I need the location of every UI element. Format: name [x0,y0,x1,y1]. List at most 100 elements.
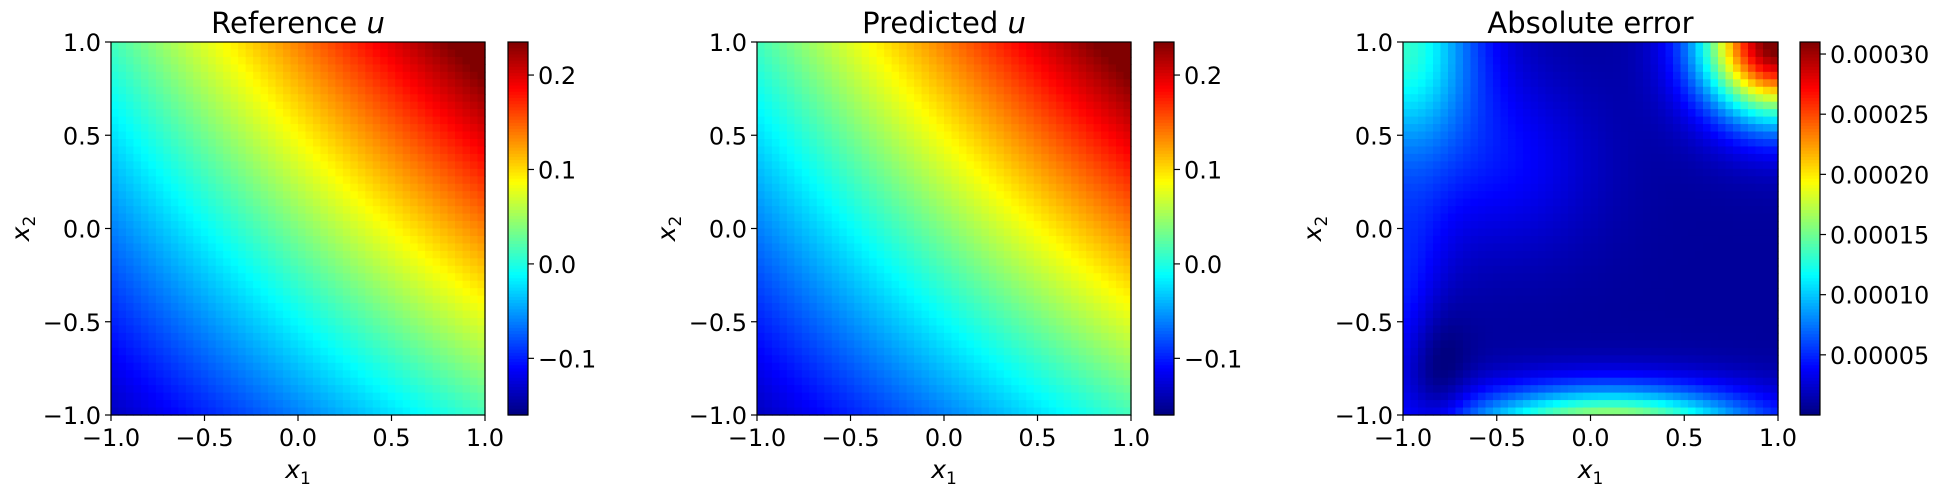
heatmap-cell [163,153,172,162]
heatmap-cell [988,146,997,155]
heatmap-cell [1071,101,1080,110]
heatmap-cell [178,198,187,207]
heatmap-cell [839,265,848,274]
heatmap-cell [148,42,157,51]
colorbar-frame [507,41,529,416]
heatmap-cell [432,138,441,148]
heatmap-cell [260,325,269,334]
heatmap-cell [125,146,135,155]
heatmap-cell [283,49,292,58]
heatmap-cell [432,310,441,319]
heatmap-cell [973,392,982,401]
heatmap-cell [1078,191,1087,200]
heatmap-cell [387,392,396,401]
heatmap-cell [440,318,449,327]
heatmap-cell [786,377,795,386]
heatmap-cell [981,400,990,409]
heatmap-cell [357,332,366,341]
heatmap-cell [801,310,810,319]
heatmap-cell [148,79,157,88]
heatmap-cell [163,310,172,319]
heatmap-cell [1041,273,1050,282]
heatmap-cell [809,42,818,51]
heatmap-cell [118,79,127,88]
heatmap-cell [447,288,456,297]
heatmap-cell [958,42,968,51]
heatmap-cell [477,288,486,297]
heatmap-cell [869,392,878,401]
heatmap-cell [876,273,885,282]
heatmap-cell [380,124,389,133]
heatmap-cell [876,116,885,125]
heatmap-cell [148,124,157,133]
heatmap-cell [884,138,893,148]
heatmap-cell [477,280,486,289]
heatmap-cell [1033,168,1042,177]
heatmap-cell [929,295,938,304]
heatmap-cell [283,116,292,125]
heatmap-cell [846,400,855,409]
heatmap-cell [981,280,990,289]
heatmap-cell [223,206,232,215]
heatmap-cell [988,124,997,133]
heatmap-cell [1041,243,1050,252]
heatmap-cell [350,146,359,155]
heatmap-cell [1056,362,1065,371]
heatmap-cell [140,273,149,282]
heatmap-cell [140,310,149,319]
heatmap-cell [178,138,187,148]
heatmap-cell [455,42,464,51]
heatmap-cell [342,153,351,162]
heatmap-cell [298,198,307,207]
heatmap-cell [125,377,135,386]
heatmap-cell [846,191,855,200]
heatmap-cell [876,168,885,177]
heatmap-cell [973,318,982,327]
heatmap-cell [1078,198,1087,207]
heatmap-cell [335,101,344,110]
heatmap-cell [899,146,908,155]
colorbar-segment [508,268,528,273]
heatmap-cell [846,325,855,334]
heatmap-cell [342,243,351,252]
heatmap-cell [447,42,456,51]
heatmap-cell [801,71,810,80]
heatmap-cell [395,131,404,140]
heatmap-cell [372,347,381,356]
heatmap-cell [342,332,351,341]
heatmap-cell [305,168,314,177]
heatmap-cell [929,310,938,319]
heatmap-cell [148,213,157,222]
heatmap-cell [133,221,142,230]
heatmap-1 [111,42,486,416]
heatmap-cell [372,101,381,110]
heatmap-cell [387,94,396,103]
heatmap-cell [869,176,878,185]
heatmap-cell [988,198,997,207]
heatmap-cell [816,295,825,304]
heatmap-cell [899,355,908,364]
heatmap-cell [417,280,426,289]
heatmap-cell [155,332,164,341]
heatmap-cell [951,124,960,133]
heatmap-cell [133,71,142,80]
heatmap-cell [298,64,307,73]
heatmap-cell [786,146,795,155]
heatmap-cell [365,101,374,110]
heatmap-cell [440,109,449,118]
heatmap-cell [312,377,322,386]
heatmap-cell [809,198,818,207]
heatmap-cell [846,161,855,170]
heatmap-cell [1078,183,1087,192]
heatmap-cell [861,273,870,282]
heatmap-cell [380,206,389,215]
heatmap-cell [891,243,900,252]
heatmap-cell [312,86,322,95]
heatmap-cell [208,206,217,215]
heatmap-cell [372,221,381,230]
heatmap-cell [155,370,164,379]
y-axis-label-subscript: 2 [20,216,40,227]
heatmap-cell [1026,79,1035,88]
heatmap-cell [824,153,833,162]
heatmap-cell [395,124,404,133]
